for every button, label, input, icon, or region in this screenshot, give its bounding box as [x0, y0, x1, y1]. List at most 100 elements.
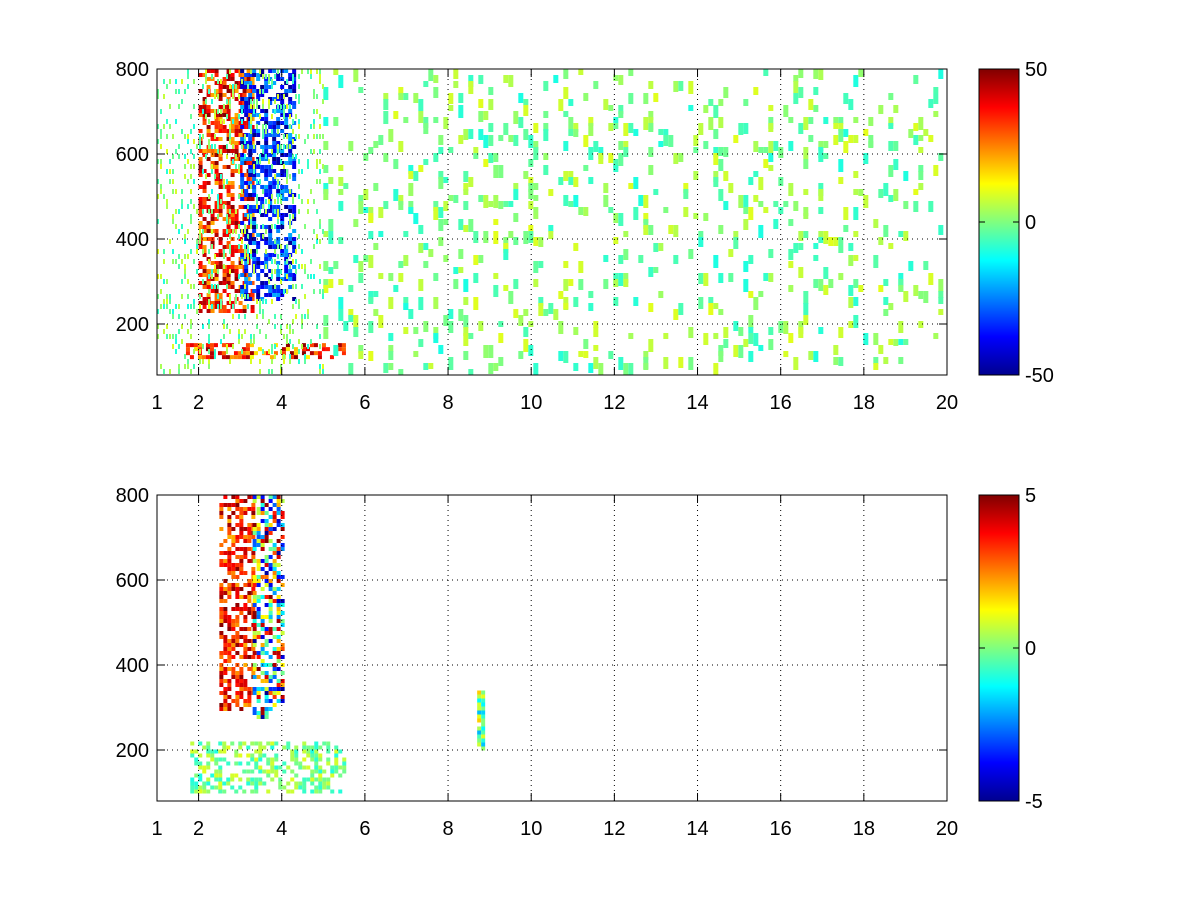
heatmap-cell [218, 241, 223, 245]
heatmap-cell [219, 503, 224, 507]
heatmap-cell [256, 249, 258, 254]
heatmap-cell [618, 213, 624, 226]
heatmap-cell [318, 773, 323, 778]
heatmap-cell [316, 134, 318, 139]
heatmap-cell [788, 285, 794, 292]
heatmap-cell [214, 277, 219, 281]
heatmap-cell [235, 591, 240, 595]
heatmap-cell [256, 314, 258, 319]
heatmap-cell [252, 711, 257, 715]
heatmap-cell [304, 264, 306, 269]
heatmap-cell [259, 114, 261, 119]
heatmap-cell [235, 495, 240, 499]
heatmap-cell [214, 73, 219, 77]
heatmap-cell [304, 139, 306, 144]
heatmap-cell [264, 583, 269, 587]
heatmap-cell [272, 667, 277, 671]
heatmap-cell [223, 611, 228, 615]
heatmap-cell [248, 165, 253, 169]
heatmap-cell [298, 99, 300, 104]
heatmap-cell [334, 765, 339, 770]
heatmap-cell [463, 225, 469, 232]
heatmap-cell [190, 214, 192, 219]
heatmap-cell [563, 195, 569, 206]
heatmap-cell [244, 249, 246, 254]
heatmap-cell [618, 141, 624, 150]
heatmap-cell [219, 607, 224, 611]
heatmap-cell [271, 224, 273, 229]
heatmap-cell [403, 93, 409, 100]
heatmap-cell [217, 149, 219, 154]
heatmap-cell [227, 639, 232, 643]
heatmap-cell [175, 189, 177, 194]
heatmap-cell [196, 249, 198, 254]
heatmap-cell [623, 363, 629, 375]
heatmap-cell [928, 201, 934, 212]
heatmap-cell [256, 273, 261, 277]
heatmap-cell [853, 279, 859, 288]
heatmap-cell [260, 595, 265, 599]
heatmap-cell [234, 269, 239, 273]
heatmap-cell [252, 631, 257, 635]
heatmap-cell [238, 301, 243, 305]
heatmap-cell [593, 81, 599, 89]
heatmap-cell [210, 133, 215, 137]
heatmap-cell [202, 201, 207, 205]
heatmap-cell [368, 231, 374, 239]
x-tick-label: 8 [442, 818, 453, 840]
heatmap-cell [286, 79, 288, 84]
heatmap-cell [235, 299, 237, 304]
heatmap-cell [264, 711, 269, 715]
heatmap-cell [284, 161, 289, 165]
heatmap-cell [238, 224, 240, 229]
heatmap-cell [231, 623, 236, 627]
heatmap-cell [205, 79, 207, 84]
heatmap-cell [274, 757, 279, 762]
heatmap-cell [268, 663, 273, 667]
heatmap-cell [260, 213, 265, 217]
heatmap-cell [272, 185, 277, 189]
heatmap-cell [244, 139, 246, 144]
heatmap-cell [166, 119, 168, 124]
heatmap-cell [227, 531, 232, 535]
heatmap-cell [286, 324, 288, 329]
heatmap-cell [198, 265, 203, 269]
heatmap-cell [234, 221, 239, 225]
heatmap-cell [187, 69, 189, 74]
heatmap-cell [234, 249, 239, 253]
heatmap-cell [280, 523, 285, 527]
heatmap-cell [227, 551, 232, 555]
heatmap-cell [292, 69, 297, 73]
heatmap-cell [229, 139, 231, 144]
heatmap-cell [508, 135, 514, 142]
heatmap-cell [247, 655, 252, 659]
heatmap-cell [163, 249, 165, 254]
heatmap-cell [477, 738, 482, 743]
heatmap-cell [169, 239, 171, 244]
heatmap-cell [272, 145, 277, 149]
heatmap-cell [256, 209, 261, 213]
y-tick-label: 800 [116, 59, 149, 81]
heatmap-cell [198, 741, 203, 746]
heatmap-cell [238, 249, 243, 253]
heatmap-cell [266, 773, 271, 778]
heatmap-cell [223, 615, 228, 619]
heatmap-cell [231, 583, 236, 587]
heatmap-cell [223, 264, 225, 269]
heatmap-cell [288, 205, 293, 209]
heatmap-cell [313, 351, 318, 356]
heatmap-cell [718, 189, 724, 201]
heatmap-cell [206, 105, 211, 109]
heatmap-cell [268, 277, 273, 281]
heatmap-cell [433, 207, 439, 220]
heatmap-cell [260, 169, 265, 173]
heatmap-cell [728, 183, 734, 193]
heatmap-cell [234, 761, 239, 766]
heatmap-cell [708, 297, 714, 303]
heatmap-cell [210, 213, 215, 217]
heatmap-cell [693, 171, 699, 180]
heatmap-cell [473, 153, 479, 159]
heatmap-cell [244, 113, 249, 117]
heatmap-cell [288, 153, 293, 157]
heatmap-cell [276, 691, 281, 695]
